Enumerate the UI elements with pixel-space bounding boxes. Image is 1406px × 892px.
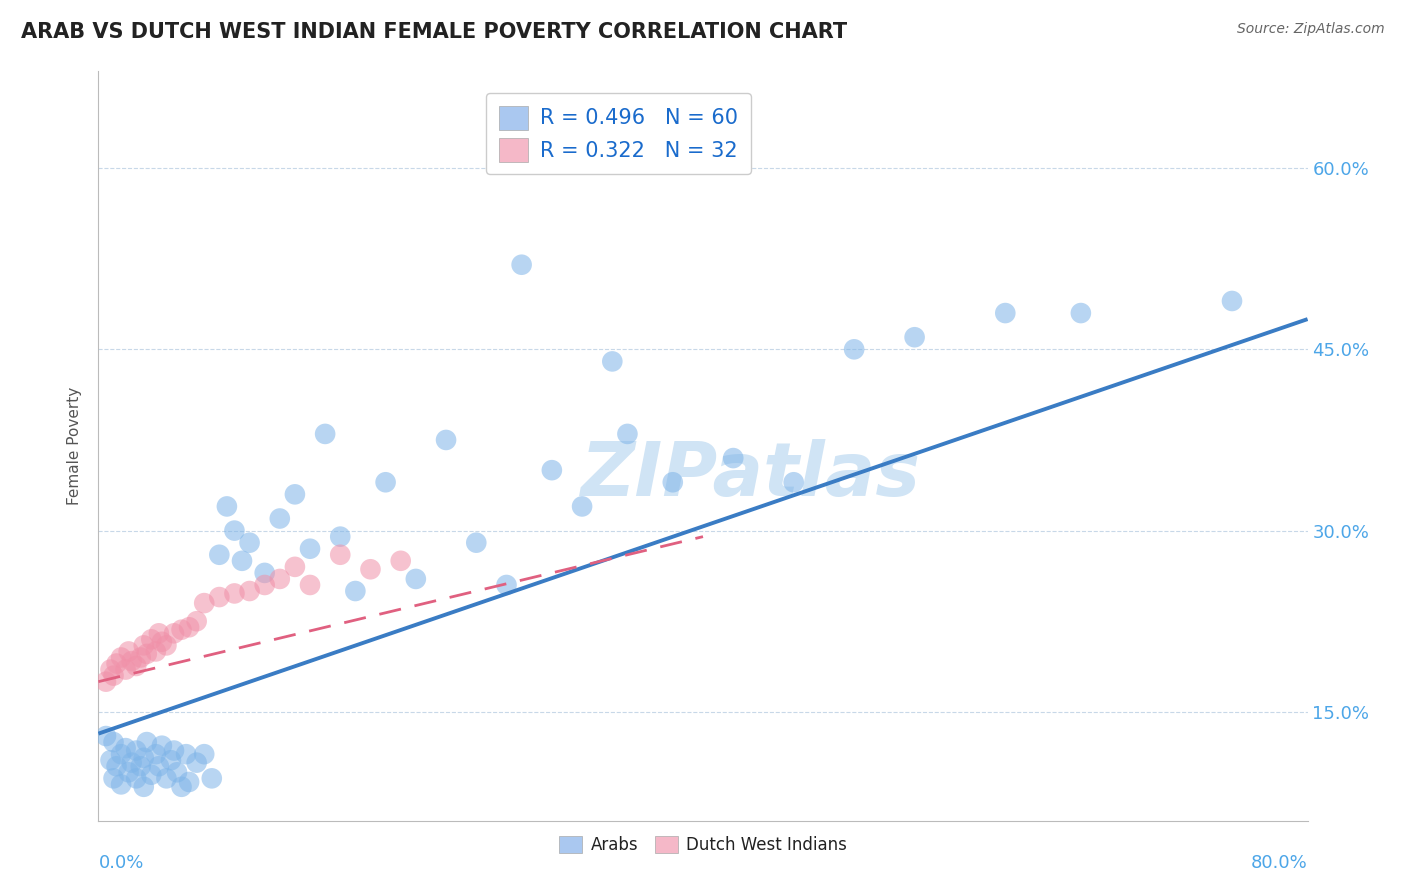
- Point: [155, 639, 177, 653]
- Point: [215, 500, 238, 514]
- Point: [208, 590, 231, 604]
- Point: [360, 562, 382, 576]
- Point: [163, 626, 186, 640]
- Point: [110, 650, 132, 665]
- Point: [405, 572, 427, 586]
- Point: [253, 578, 276, 592]
- Point: [208, 548, 231, 562]
- Point: [571, 500, 593, 514]
- Point: [374, 475, 396, 490]
- Point: [118, 644, 141, 658]
- Point: [141, 768, 163, 782]
- Point: [179, 620, 201, 634]
- Point: [783, 475, 806, 490]
- Point: [179, 775, 201, 789]
- Point: [105, 759, 128, 773]
- Point: [329, 530, 352, 544]
- Point: [135, 735, 157, 749]
- Point: [239, 535, 262, 549]
- Point: [163, 743, 186, 757]
- Point: [125, 659, 148, 673]
- Point: [132, 639, 155, 653]
- Point: [186, 756, 208, 770]
- Point: [904, 330, 927, 344]
- Point: [94, 674, 117, 689]
- Point: [239, 584, 262, 599]
- Point: [616, 426, 638, 441]
- Point: [145, 747, 167, 761]
- Text: 0.0%: 0.0%: [98, 855, 143, 872]
- Point: [160, 753, 183, 767]
- Point: [495, 578, 517, 592]
- Point: [201, 772, 224, 786]
- Point: [132, 780, 155, 794]
- Point: [121, 756, 143, 770]
- Point: [269, 572, 291, 586]
- Point: [329, 548, 352, 562]
- Point: [150, 739, 173, 753]
- Point: [510, 258, 533, 272]
- Point: [129, 650, 152, 665]
- Point: [150, 634, 173, 648]
- Point: [723, 451, 745, 466]
- Point: [105, 657, 128, 671]
- Point: [224, 524, 246, 538]
- Point: [344, 584, 367, 599]
- Point: [193, 747, 215, 761]
- Point: [129, 759, 152, 773]
- Point: [389, 554, 412, 568]
- Point: [231, 554, 253, 568]
- Point: [284, 559, 307, 574]
- Text: Source: ZipAtlas.com: Source: ZipAtlas.com: [1237, 22, 1385, 37]
- Text: 80.0%: 80.0%: [1251, 855, 1308, 872]
- Point: [314, 426, 336, 441]
- Point: [284, 487, 307, 501]
- Point: [103, 772, 125, 786]
- Point: [170, 780, 193, 794]
- Point: [994, 306, 1017, 320]
- Point: [166, 765, 188, 780]
- Point: [100, 753, 122, 767]
- Point: [253, 566, 276, 580]
- Point: [193, 596, 215, 610]
- Point: [135, 647, 157, 661]
- Text: ARAB VS DUTCH WEST INDIAN FEMALE POVERTY CORRELATION CHART: ARAB VS DUTCH WEST INDIAN FEMALE POVERTY…: [21, 22, 848, 42]
- Point: [661, 475, 683, 490]
- Point: [155, 772, 177, 786]
- Point: [100, 663, 122, 677]
- Point: [94, 729, 117, 743]
- Point: [434, 433, 457, 447]
- Point: [114, 663, 136, 677]
- Point: [299, 578, 322, 592]
- Point: [174, 747, 197, 761]
- Point: [121, 654, 143, 668]
- Y-axis label: Female Poverty: Female Poverty: [67, 387, 83, 505]
- Point: [299, 541, 322, 556]
- Point: [125, 772, 148, 786]
- Point: [141, 632, 163, 647]
- Point: [148, 626, 170, 640]
- Point: [1070, 306, 1092, 320]
- Point: [269, 511, 291, 525]
- Point: [145, 644, 167, 658]
- Point: [103, 668, 125, 682]
- Point: [110, 777, 132, 791]
- Point: [540, 463, 562, 477]
- Point: [1220, 293, 1243, 308]
- Point: [132, 751, 155, 765]
- Text: ZIPatlas: ZIPatlas: [581, 440, 921, 513]
- Point: [118, 765, 141, 780]
- Point: [110, 747, 132, 761]
- Point: [465, 535, 488, 549]
- Point: [103, 735, 125, 749]
- Point: [224, 586, 246, 600]
- Point: [602, 354, 624, 368]
- Point: [125, 743, 148, 757]
- Point: [844, 343, 866, 357]
- Point: [170, 623, 193, 637]
- Point: [114, 741, 136, 756]
- Point: [186, 614, 208, 628]
- Point: [148, 759, 170, 773]
- Legend: Arabs, Dutch West Indians: Arabs, Dutch West Indians: [553, 830, 853, 861]
